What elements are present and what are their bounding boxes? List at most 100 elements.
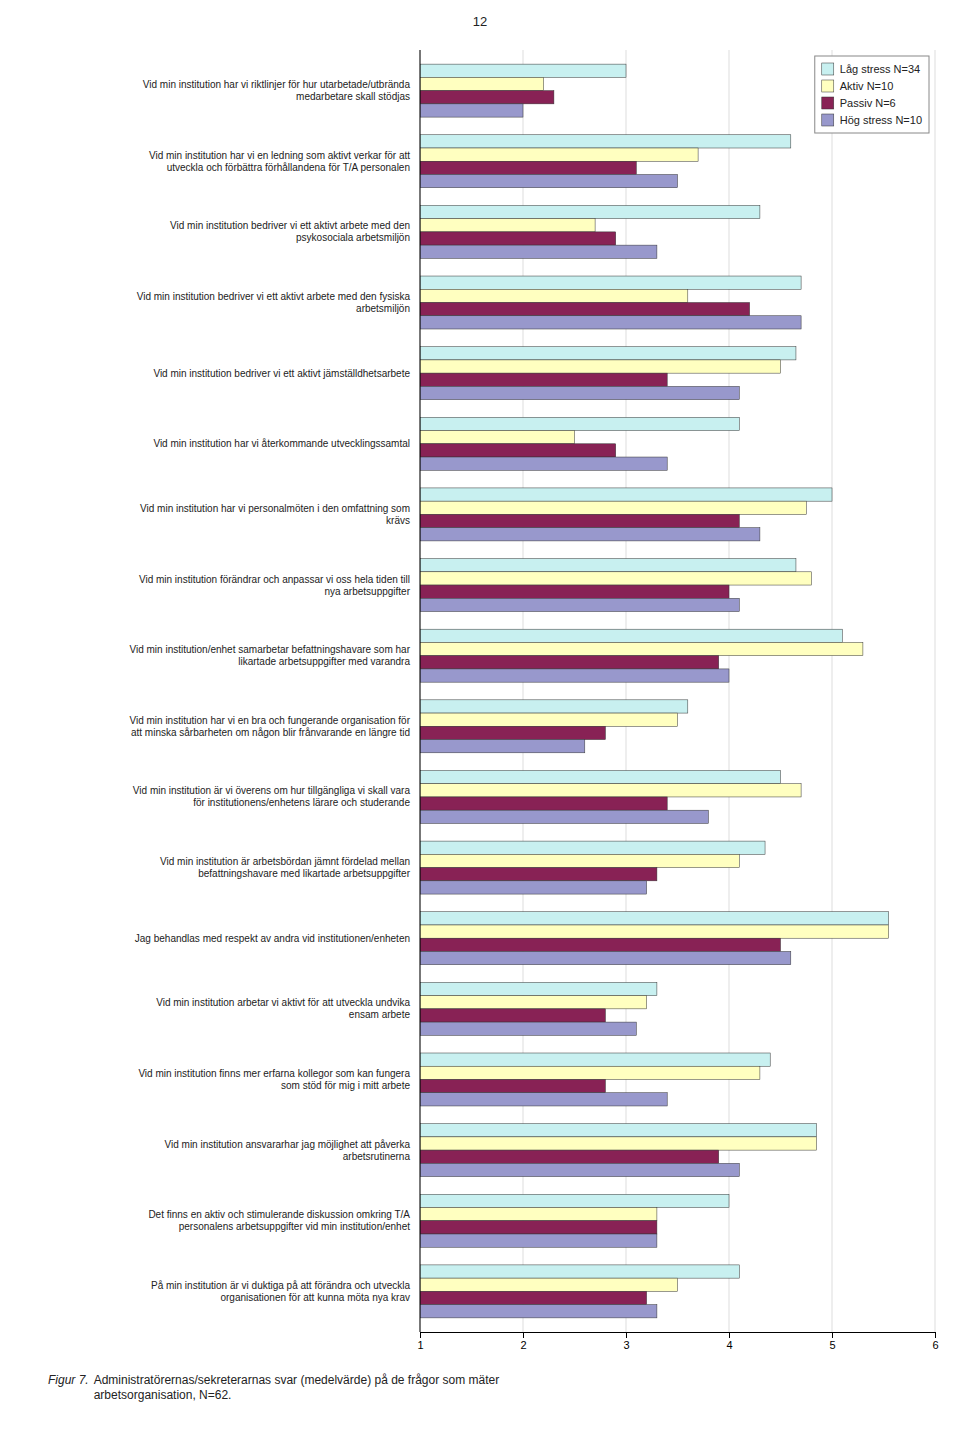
bar [420,303,750,316]
bar [420,219,595,232]
bar [420,444,616,457]
category-label-line: Vid min institution bedriver vi ett akti… [170,220,410,231]
bar [420,64,626,77]
grid-line [935,50,936,1332]
category-label: Vid min institution har vi en bra och fu… [129,715,410,738]
y-axis: Vid min institution har vi riktlinjer fö… [129,79,410,1303]
legend-swatch [822,63,834,75]
axis-line [421,1333,936,1339]
bar [420,501,806,514]
bar [420,740,585,753]
category-label-line: medarbetare skall stödjas [296,91,410,102]
legend-item: Passiv N=6 [822,97,896,109]
x-axis: 123456 [417,1332,938,1351]
tick-label: 4 [726,1339,732,1351]
bar [420,360,781,373]
category-label-line: Vid min institution har vi personalmöten… [140,503,410,514]
tick-mark [420,1332,421,1338]
bar-series [420,64,889,1278]
bar [420,386,739,399]
bar [420,135,791,148]
bar [420,1234,657,1247]
category-label-line: personalens arbetsuppgifter vid min inst… [179,1221,410,1232]
bar [420,642,863,655]
bar [420,868,657,881]
bar [420,770,781,783]
bar [420,1265,739,1278]
bar [420,1079,605,1092]
legend-swatch [822,114,834,126]
legend-box [815,56,929,133]
category-label-line: På min institution är vi duktiga på att … [151,1280,410,1291]
bar [420,148,698,161]
tick-mark [626,1332,627,1338]
bar [420,514,739,527]
bar [420,417,739,430]
category-label-line: krävs [386,515,410,526]
category-label: Vid min institution förändrar och anpass… [139,574,411,597]
legend-item: Låg stress N=34 [822,63,920,75]
bar [420,1208,657,1221]
category-label-line: befattningshavare med likartade arbetsup… [198,868,410,879]
tick-label: 5 [829,1339,835,1351]
bar [420,431,575,444]
tick-label: 3 [623,1339,629,1351]
bar [420,1009,605,1022]
legend: Låg stress N=34Aktiv N=10Passiv N=6Hög s… [815,56,929,133]
category-label-line: Vid min institution är arbetsbördan jämn… [160,856,410,867]
bar-series [420,104,801,1318]
category-label-line: psykosociala arbetsmiljön [296,232,410,243]
category-label: Vid min institution har vi återkommande … [153,438,410,449]
bar [420,629,842,642]
bar [420,951,791,964]
bar [420,1124,817,1137]
category-label: Vid min institution/enhet samarbetar bef… [129,644,410,667]
bar [420,174,678,187]
bar [420,316,801,329]
category-label-line: Vid min institution är vi överens om hur… [133,785,411,796]
bar [420,488,832,501]
bar [420,232,616,245]
bar [420,1194,729,1207]
bar [420,726,605,739]
bar [420,289,688,302]
bar [420,1305,657,1318]
category-label: Vid min institution har vi riktlinjer fö… [143,79,411,102]
tick: 2 [520,1332,526,1351]
tick-mark [523,1332,524,1338]
bar [420,982,657,995]
category-label-line: som stöd för mig i mitt arbete [281,1080,410,1091]
category-label: Vid min institution är vi överens om hur… [133,785,411,808]
bar [420,912,889,925]
legend-label: Låg stress N=34 [840,63,920,75]
bar [420,585,729,598]
bar [420,1163,739,1176]
bar [420,104,523,117]
bar [420,161,636,174]
bar [420,347,796,360]
category-label-line: nya arbetsuppgifter [324,586,410,597]
legend-label: Aktiv N=10 [840,80,894,92]
category-label-line: Jag behandlas med respekt av andra vid i… [135,933,410,944]
category-label: Vid min institution ansvararhar jag möjl… [165,1139,411,1162]
category-label-line: Vid min institution finns mer erfarna ko… [138,1068,410,1079]
category-label-line: Vid min institution har vi en bra och fu… [129,715,410,726]
bar [420,559,796,572]
category-label-line: för institutionens/enhetens lärare och s… [193,797,410,808]
category-label-line: att minska sårbarheten om någon blir frå… [131,727,410,738]
bar [420,784,801,797]
bar [420,938,781,951]
caption: Administratörernas/sekreterarnas svar (m… [94,1373,500,1402]
category-label: Vid min institution har vi personalmöten… [140,503,410,526]
category-label-line: Vid min institution bedriver vi ett akti… [137,291,411,302]
category-label: Vid min institution bedriver vi ett akti… [170,220,410,243]
category-label: Vid min institution är arbetsbördan jämn… [160,856,411,879]
caption-line: Administratörernas/sekreterarnas svar (m… [94,1373,500,1387]
category-label: Vid min institution finns mer erfarna ko… [138,1068,410,1091]
tick: 1 [417,1332,423,1351]
category-label: Vid min institution bedriver vi ett akti… [137,291,411,314]
tick-label: 2 [520,1339,526,1351]
bar [420,1022,636,1035]
category-label-line: ensam arbete [349,1009,411,1020]
bar [420,881,647,894]
